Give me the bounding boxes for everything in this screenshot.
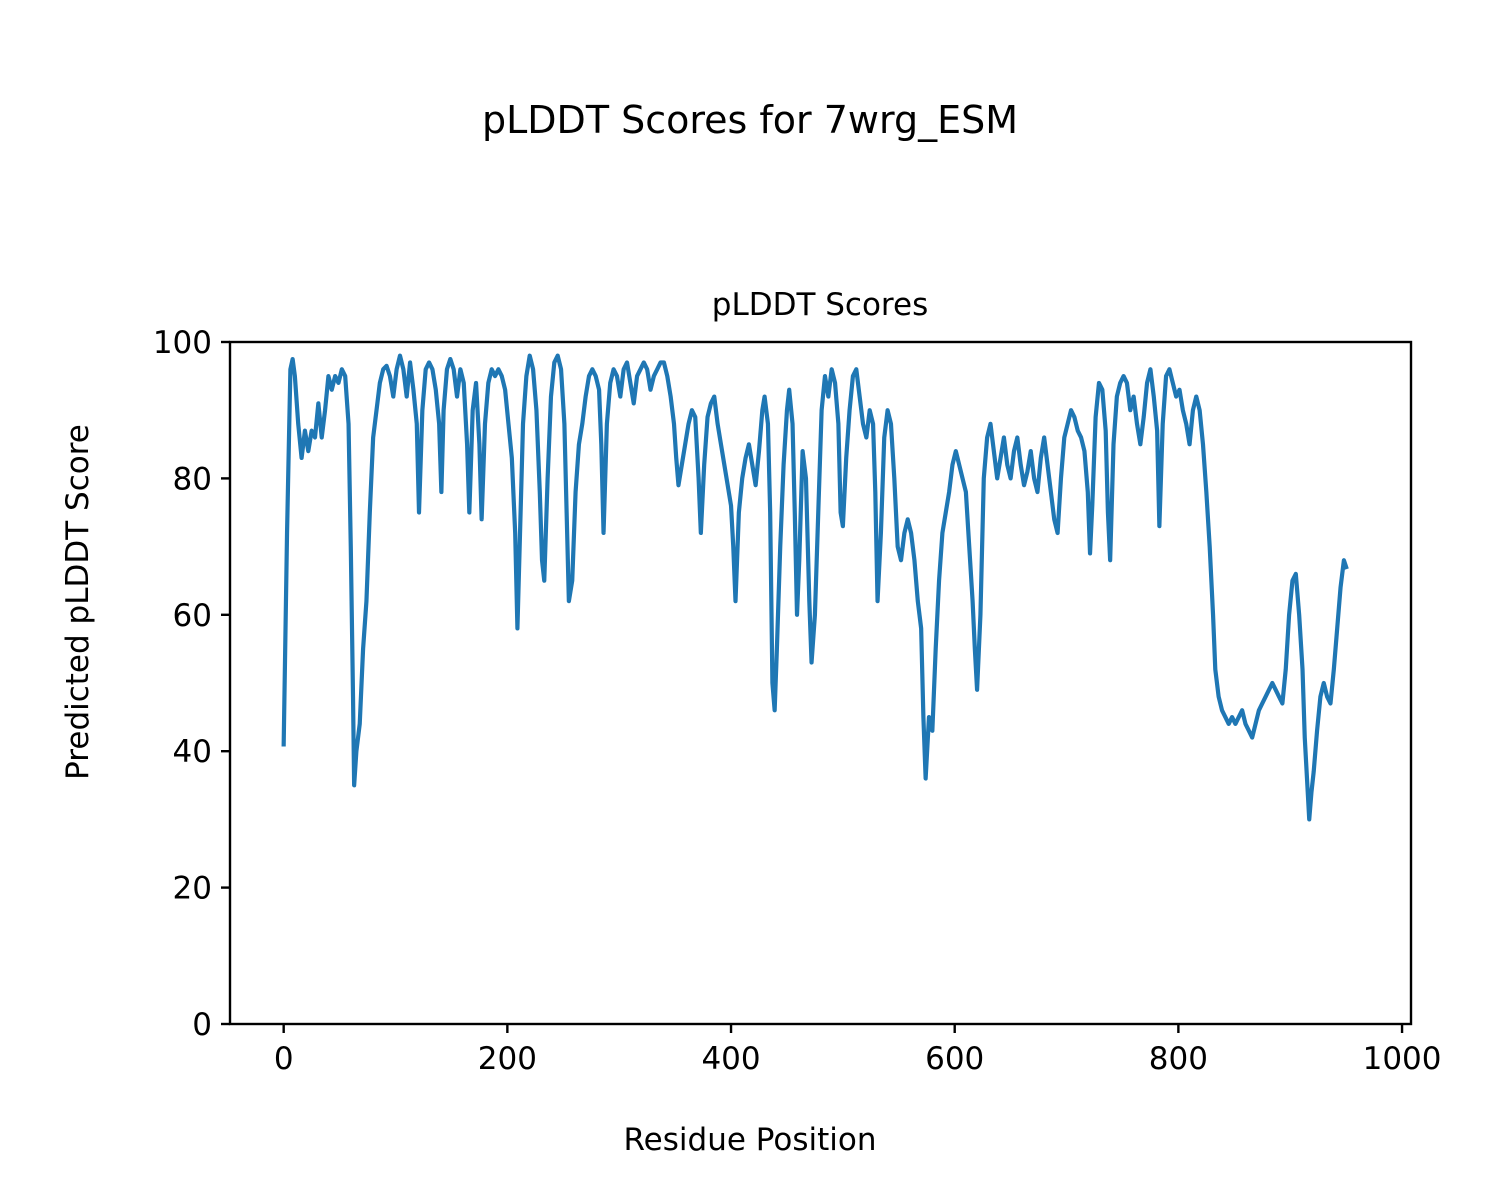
y-tick-label: 100 <box>153 325 212 361</box>
y-axis-label: Predicted pLDDT Score <box>60 424 96 780</box>
figure-suptitle: pLDDT Scores for 7wrg_ESM <box>482 98 1018 142</box>
x-tick-label: 200 <box>478 1041 537 1077</box>
x-tick-label: 800 <box>1149 1041 1208 1077</box>
x-tick-label: 400 <box>701 1041 760 1077</box>
x-tick-label: 0 <box>274 1041 294 1077</box>
y-tick-label: 0 <box>192 1007 212 1043</box>
y-tick-label: 80 <box>173 461 212 497</box>
y-ticks: 0 20 40 60 80 100 <box>153 325 230 1043</box>
x-axis-label: Residue Position <box>624 1122 877 1158</box>
x-tick-label: 600 <box>925 1041 984 1077</box>
axes-title: pLDDT Scores <box>712 287 928 323</box>
y-tick-label: 60 <box>173 598 212 634</box>
plot-area <box>281 353 1349 822</box>
y-tick-label: 40 <box>173 734 212 770</box>
x-tick-label: 1000 <box>1363 1041 1442 1077</box>
y-tick-label: 20 <box>173 871 212 907</box>
series-line <box>281 353 1349 822</box>
x-ticks: 0 200 400 600 800 1000 <box>274 1024 1442 1077</box>
axes-frame <box>228 340 1413 1026</box>
